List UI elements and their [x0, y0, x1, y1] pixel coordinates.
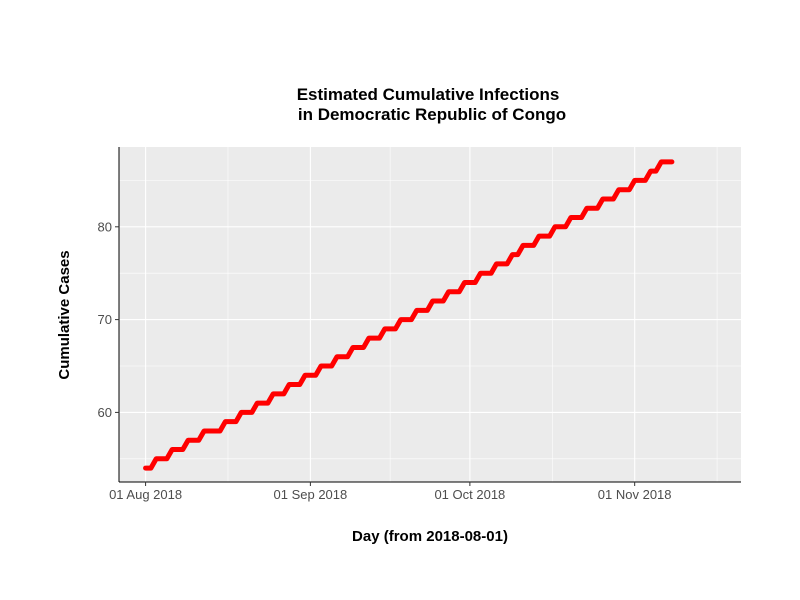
chart-title-line-2: in Democratic Republic of Congo: [298, 105, 566, 124]
y-tick-label: 70: [98, 312, 112, 327]
minor-gridlines: [119, 147, 741, 482]
y-tick-label: 80: [98, 219, 112, 234]
x-tick-label: 01 Aug 2018: [109, 487, 182, 502]
x-axis-ticks: 01 Aug 2018 01 Sep 2018 01 Oct 2018 01 Nov …: [109, 482, 672, 502]
y-axis-title: Cumulative Cases: [56, 250, 73, 379]
y-axis-ticks: 60 70 80: [98, 219, 119, 420]
y-tick-label: 60: [98, 405, 112, 420]
series-line-0: [143, 159, 675, 471]
x-tick-label: 01 Oct 2018: [434, 487, 505, 502]
x-tick-label: 01 Nov 2018: [598, 487, 672, 502]
series-layer: [143, 159, 675, 471]
x-tick-label: 01 Sep 2018: [274, 487, 348, 502]
x-axis-title: Day (from 2018-08-01): [352, 528, 508, 545]
major-gridlines: [119, 147, 741, 482]
chart-title-line-1: Estimated Cumulative Infections: [297, 85, 560, 104]
